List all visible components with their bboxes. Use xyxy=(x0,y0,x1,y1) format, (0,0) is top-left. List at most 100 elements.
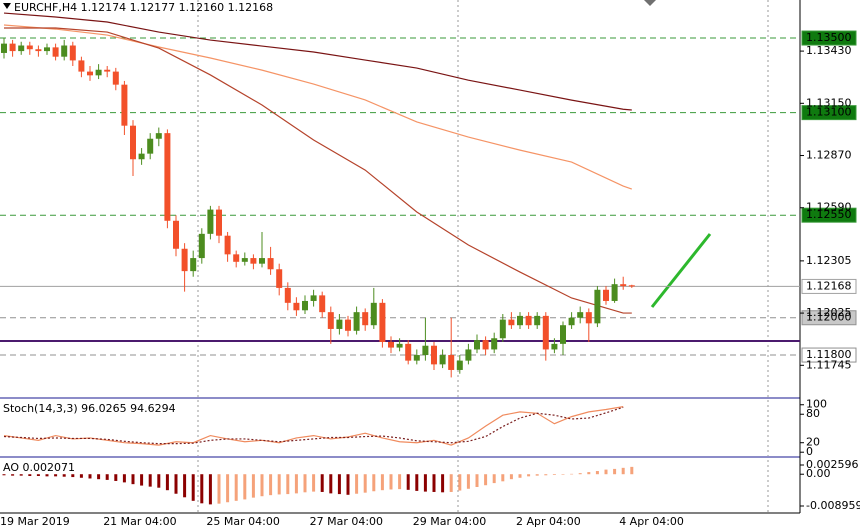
histogram-bar xyxy=(535,474,539,476)
panel-title: EURCHF,H4 1.12174 1.12177 1.12160 1.1216… xyxy=(14,1,273,14)
histogram-bar xyxy=(131,474,135,485)
x-tick-label: 21 Mar 04:00 xyxy=(103,515,176,528)
level-label: 1.13500 xyxy=(806,31,852,44)
histogram-bar xyxy=(234,474,238,501)
histogram-bar xyxy=(122,474,126,483)
y-tick-label: -0.008959 xyxy=(806,499,860,512)
x-tick-label: 25 Mar 04:00 xyxy=(206,515,279,528)
histogram-bar xyxy=(28,474,32,476)
candle-body xyxy=(585,312,592,324)
y-tick-label: 1.13430 xyxy=(806,44,852,57)
histogram-bar xyxy=(174,474,178,494)
x-tick-label: 27 Mar 04:00 xyxy=(310,515,383,528)
candle-body xyxy=(241,258,248,262)
level-label: 1.11800 xyxy=(806,348,852,361)
histogram-bar xyxy=(45,474,49,477)
histogram-bar xyxy=(11,474,15,476)
y-tick-label: 0.002596 xyxy=(806,458,859,471)
histogram-bar xyxy=(630,466,634,475)
histogram-bar xyxy=(148,474,152,487)
candle-body xyxy=(173,220,179,249)
histogram-bar xyxy=(561,474,565,475)
candle-body xyxy=(147,138,154,154)
histogram-bar xyxy=(71,474,75,478)
candle-body xyxy=(568,317,575,326)
level-label: 1.12550 xyxy=(806,208,852,221)
panel-title: AO 0.002071 xyxy=(3,461,75,474)
candle-body xyxy=(190,258,197,272)
y-tick-label: 1.13150 xyxy=(806,96,852,109)
candle-body xyxy=(525,315,532,326)
candle-body xyxy=(628,285,635,287)
histogram-bar xyxy=(19,474,23,476)
histogram-bar xyxy=(200,474,204,504)
histogram-bar xyxy=(441,474,445,493)
candle-body xyxy=(61,45,68,57)
candle-body xyxy=(1,43,7,53)
histogram-bar xyxy=(363,474,367,493)
histogram-bar xyxy=(165,474,169,491)
candle-body xyxy=(319,295,326,313)
histogram-bar xyxy=(157,474,161,488)
candle-body xyxy=(259,258,265,264)
candle-body xyxy=(353,312,360,331)
candle-body xyxy=(18,45,25,52)
period-separators xyxy=(197,0,769,513)
x-tick-label: 2 Apr 04:00 xyxy=(516,515,581,528)
candle-body xyxy=(439,355,446,365)
y-tick-label: 100 xyxy=(806,398,827,411)
histogram-bar xyxy=(604,469,608,475)
candle-body xyxy=(267,258,274,270)
candle-body xyxy=(78,60,85,72)
candle-body xyxy=(95,69,102,76)
candle-body xyxy=(121,84,128,126)
histogram-bar xyxy=(389,474,393,490)
x-tick-label: 29 Mar 04:00 xyxy=(413,515,486,528)
histogram-bar xyxy=(432,474,436,492)
chart-shift-marker[interactable] xyxy=(644,0,656,6)
histogram-bar xyxy=(423,474,427,492)
y-tick-label: 1.12025 xyxy=(806,306,852,319)
candle-body xyxy=(336,319,343,329)
candle-body xyxy=(465,349,472,361)
candle-body xyxy=(594,289,601,324)
histogram-bar xyxy=(501,474,505,482)
candle-body xyxy=(284,287,291,303)
x-tick-label: 19 Mar 2019 xyxy=(0,515,70,528)
histogram-bar xyxy=(475,474,479,487)
histogram-bar xyxy=(415,474,419,491)
histogram-bar xyxy=(114,474,118,481)
candle-body xyxy=(250,258,257,264)
histogram-bar xyxy=(509,474,513,480)
histogram-bar xyxy=(140,474,144,486)
candle-body xyxy=(611,284,618,301)
histogram-bar xyxy=(260,474,264,497)
histogram-bar xyxy=(88,474,92,479)
histogram-bar xyxy=(105,474,109,480)
histogram-bar xyxy=(527,474,531,477)
histogram-bar xyxy=(380,474,384,491)
histogram-bar xyxy=(286,474,290,495)
moving-average xyxy=(3,12,632,111)
candle-body xyxy=(52,47,59,57)
candle-body xyxy=(87,71,93,76)
candle-body xyxy=(362,312,369,326)
histogram-bar xyxy=(449,474,453,492)
moving-average xyxy=(3,24,632,190)
candle-body xyxy=(207,209,214,234)
candle-body xyxy=(482,340,489,350)
candle-body xyxy=(603,289,609,301)
y-tick-label: 1.11745 xyxy=(806,358,852,371)
histogram-bar xyxy=(621,467,625,475)
level-label: 1.12168 xyxy=(806,279,852,292)
candle-body xyxy=(9,43,16,52)
y-tick-label: 20 xyxy=(806,436,820,449)
x-tick-label: 4 Apr 04:00 xyxy=(619,515,684,528)
histogram-bar xyxy=(208,474,212,505)
histogram-bar xyxy=(277,474,281,495)
collapse-icon[interactable] xyxy=(3,3,11,9)
histogram-bar xyxy=(243,474,247,500)
